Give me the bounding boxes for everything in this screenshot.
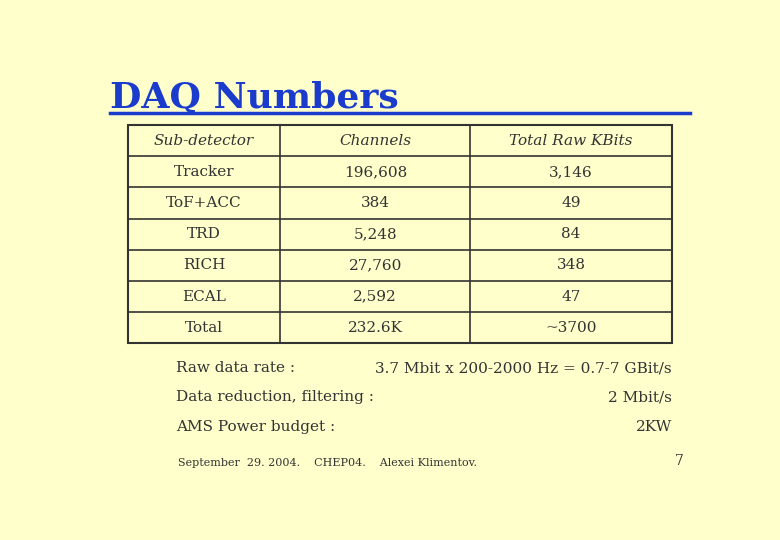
Text: 2 Mbit/s: 2 Mbit/s — [608, 390, 672, 404]
Text: Sub-detector: Sub-detector — [154, 134, 254, 147]
Text: Channels: Channels — [339, 134, 411, 147]
Text: RICH: RICH — [183, 259, 225, 272]
Text: 348: 348 — [557, 259, 586, 272]
Text: 27,760: 27,760 — [349, 259, 402, 272]
Text: Tracker: Tracker — [174, 165, 234, 179]
Text: 7: 7 — [675, 454, 684, 468]
Text: 196,608: 196,608 — [344, 165, 407, 179]
Text: DAQ Numbers: DAQ Numbers — [109, 82, 399, 116]
Bar — [128, 125, 672, 343]
Text: 3,146: 3,146 — [549, 165, 593, 179]
Text: 49: 49 — [562, 196, 581, 210]
Text: AMS Power budget :: AMS Power budget : — [176, 420, 335, 434]
Text: 384: 384 — [361, 196, 390, 210]
Text: 232.6K: 232.6K — [348, 321, 402, 335]
Text: Raw data rate :: Raw data rate : — [176, 361, 295, 375]
Text: ~3700: ~3700 — [545, 321, 597, 335]
Text: Total Raw KBits: Total Raw KBits — [509, 134, 633, 147]
Text: ECAL: ECAL — [182, 289, 226, 303]
Text: 84: 84 — [562, 227, 581, 241]
Text: 3.7 Mbit x 200-2000 Hz = 0.7-7 GBit/s: 3.7 Mbit x 200-2000 Hz = 0.7-7 GBit/s — [375, 361, 672, 375]
Text: 47: 47 — [562, 289, 581, 303]
Text: 2,592: 2,592 — [353, 289, 397, 303]
Text: ToF+ACC: ToF+ACC — [166, 196, 242, 210]
Text: TRD: TRD — [187, 227, 221, 241]
Text: Data reduction, filtering :: Data reduction, filtering : — [176, 390, 374, 404]
Text: Total: Total — [185, 321, 223, 335]
Text: 5,248: 5,248 — [353, 227, 397, 241]
Text: September  29. 2004.    CHEP04.    Alexei Klimentov.: September 29. 2004. CHEP04. Alexei Klime… — [178, 458, 477, 468]
Text: 2KW: 2KW — [636, 420, 672, 434]
